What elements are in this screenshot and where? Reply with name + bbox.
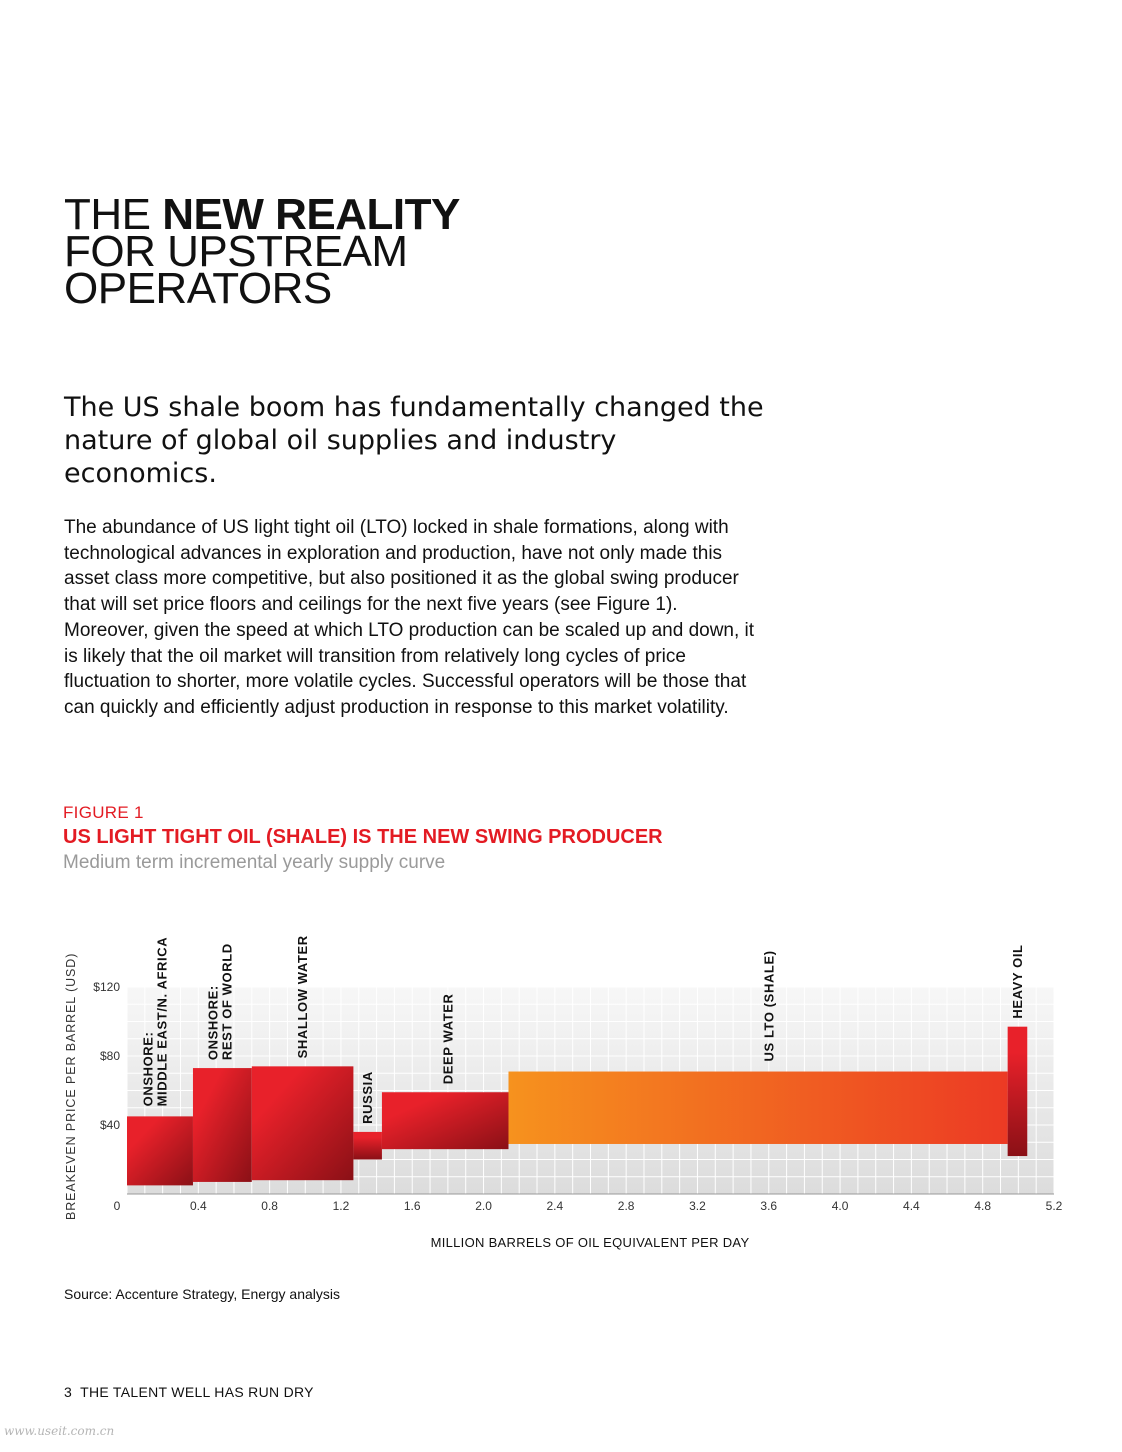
bar-label-group: RUSSIA: [360, 1071, 375, 1124]
bar-labels: ONSHORE: MIDDLE EAST/N. AFRICA ONSHORE: RES…: [141, 935, 1025, 1124]
x-tick-label: 1.2: [333, 1199, 350, 1213]
bar-deep-water: [381, 1092, 509, 1150]
bar-onshore-middle-east-n-africa: [127, 1116, 193, 1186]
title-line-1: THE NEW REALITY: [64, 193, 460, 237]
bar-label: RUSSIA: [360, 1071, 375, 1124]
y-axis-title: BREAKEVEN PRICE PER BARREL (USD): [64, 953, 78, 1220]
bar-label: REST OF WORLD: [219, 943, 234, 1060]
x-tick-label: 2.8: [618, 1199, 635, 1213]
title-line-3: OPERATORS: [64, 264, 332, 313]
figure-title: US LIGHT TIGHT OIL (SHALE) IS THE NEW SW…: [63, 826, 663, 848]
bar-us-lto-shale: [508, 1071, 1008, 1144]
x-tick-label: 4.0: [832, 1199, 849, 1213]
bar-label-group: US LTO (SHALE): [761, 950, 776, 1061]
bar-label-group: DEEP WATER: [440, 993, 455, 1084]
title-highlight: NEW REALITY: [162, 190, 460, 239]
y-tick-label: $80: [100, 1049, 120, 1063]
page-footer: 3 THE TALENT WELL HAS RUN DRY: [64, 1384, 314, 1400]
x-tick-label: 4.8: [974, 1199, 991, 1213]
x-axis-title: MILLION BARRELS OF OIL EQUIVALENT PER DA…: [431, 1235, 750, 1250]
y-tick-label: $40: [100, 1118, 120, 1132]
bar-label: ONSHORE:: [141, 1032, 156, 1107]
page-number: 3: [64, 1384, 73, 1400]
footer-title: THE TALENT WELL HAS RUN DRY: [80, 1384, 314, 1400]
bar-label-group: HEAVY OIL: [1010, 944, 1025, 1018]
bar-shallow-water: [251, 1066, 354, 1181]
x-tick-label: 0.4: [190, 1199, 207, 1213]
bar-label-group: ONSHORE: REST OF WORLD: [205, 943, 234, 1060]
figure-label: FIGURE 1: [63, 803, 144, 822]
body-paragraph: The abundance of US light tight oil (LTO…: [64, 517, 755, 718]
bar-label: SHALLOW WATER: [295, 935, 310, 1058]
bar-label: HEAVY OIL: [1010, 944, 1025, 1018]
page-title: THE NEW REALITY FOR UPSTREAM OPERATORS: [64, 193, 460, 313]
x-tick-label: 2.4: [547, 1199, 564, 1213]
bar-onshore-rest-of-world: [192, 1068, 252, 1182]
x-tick-label: 3.2: [689, 1199, 706, 1213]
bar-heavy-oil: [1007, 1026, 1028, 1157]
x-tick-label: 0.8: [261, 1199, 278, 1213]
bar-label: MIDDLE EAST/N. AFRICA: [155, 937, 170, 1107]
supply-curve-chart: ONSHORE: MIDDLE EAST/N. AFRICA ONSHORE: RES…: [64, 935, 1063, 1250]
title-line-2: FOR UPSTREAM: [64, 227, 408, 276]
lead-paragraph: The US shale boom has fundamentally chan…: [64, 392, 764, 489]
bars: [127, 1026, 1028, 1186]
tick-labels: 0 0.4 0.8 1.2 1.6 2.0 2.4 2.8 3.2 3.6 4.0 4.4 4.8 5.2…: [93, 980, 1062, 1213]
bar-russia: [353, 1131, 382, 1160]
watermark: www.useit.com.cn: [4, 1424, 115, 1438]
x-tick-label: 5.2: [1046, 1199, 1063, 1213]
bar-label: ONSHORE:: [205, 985, 220, 1060]
bar-label: US LTO (SHALE): [761, 950, 776, 1061]
x-tick-label: 0: [114, 1199, 121, 1213]
bar-label-group: SHALLOW WATER: [295, 935, 310, 1058]
bar-label-group: ONSHORE: MIDDLE EAST/N. AFRICA: [141, 937, 170, 1107]
y-tick-label: $120: [93, 980, 120, 994]
x-tick-label: 3.6: [760, 1199, 777, 1213]
source-note: Source: Accenture Strategy, Energy analy…: [64, 1286, 340, 1302]
title-part1: THE: [64, 190, 163, 239]
x-tick-label: 4.4: [903, 1199, 920, 1213]
x-tick-label: 1.6: [404, 1199, 421, 1213]
bar-label: DEEP WATER: [440, 993, 455, 1084]
x-tick-label: 2.0: [475, 1199, 492, 1213]
figure-subtitle: Medium term incremental yearly supply cu…: [63, 852, 446, 873]
